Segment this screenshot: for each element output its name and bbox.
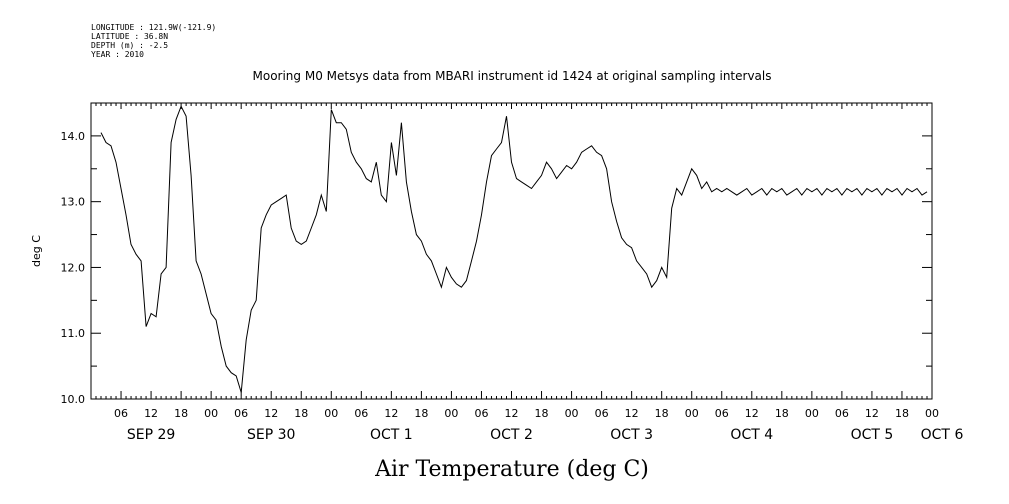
x-hour-label: 00: [444, 407, 458, 420]
x-hour-label: 12: [745, 407, 759, 420]
x-hour-label: 18: [535, 407, 549, 420]
x-day-label: SEP 30: [247, 427, 295, 443]
y-tick-label: 12.0: [61, 261, 86, 274]
x-hour-label: 00: [685, 407, 699, 420]
x-axis-label: Air Temperature (deg C): [374, 457, 649, 482]
x-day-label: OCT 5: [851, 427, 894, 443]
x-hour-label: 06: [595, 407, 609, 420]
chart-title: Mooring M0 Metsys data from MBARI instru…: [253, 69, 772, 83]
y-axis-label: deg C: [30, 235, 43, 267]
y-tick-label: 10.0: [61, 393, 86, 406]
x-hour-label: 12: [865, 407, 879, 420]
x-hour-label: 18: [294, 407, 308, 420]
year-text: YEAR : 2010: [91, 50, 144, 59]
x-hour-label: 06: [234, 407, 248, 420]
latitude-text: LATITUDE : 36.8N: [91, 32, 168, 41]
air-temperature-series-line: [100, 105, 928, 393]
depth-text: DEPTH (m) : -2.5: [91, 41, 168, 50]
x-hour-label: 00: [805, 407, 819, 420]
x-day-label: OCT 6: [921, 427, 964, 443]
longitude-text: LONGITUDE : 121.9W(-121.9): [91, 23, 216, 32]
x-hour-label: 06: [715, 407, 729, 420]
x-day-label: SEP 29: [127, 427, 175, 443]
x-hour-label: 12: [264, 407, 278, 420]
y-axis: 10.0 11.0 12.0 13.0 14.0: [61, 102, 932, 406]
series-layer: [100, 105, 928, 393]
x-hour-label: 12: [384, 407, 398, 420]
x-day-label: OCT 1: [370, 427, 413, 443]
x-axis: 06 12 18 00 06 12 18 00 06 12 18 00 06 12 18 00 06 12 18 00…: [90, 103, 964, 443]
x-hour-label: 18: [414, 407, 428, 420]
x-hour-label: 12: [144, 407, 158, 420]
x-hour-label: 18: [895, 407, 909, 420]
x-hour-label: 06: [474, 407, 488, 420]
y-tick-label: 14.0: [61, 130, 86, 143]
metadata-block: LONGITUDE : 121.9W(-121.9) LATITUDE : 36…: [91, 23, 216, 59]
x-day-label: OCT 4: [730, 427, 773, 443]
x-hour-label: 06: [354, 407, 368, 420]
x-hour-label: 12: [625, 407, 639, 420]
y-tick-label: 13.0: [61, 196, 86, 209]
x-hour-label: 06: [835, 407, 849, 420]
y-tick-label: 11.0: [61, 327, 86, 340]
x-hour-label: 00: [565, 407, 579, 420]
x-hour-label: 00: [925, 407, 939, 420]
x-hour-label: 18: [775, 407, 789, 420]
x-hour-label: 18: [174, 407, 188, 420]
x-hour-label: 00: [204, 407, 218, 420]
x-day-label: OCT 3: [610, 427, 653, 443]
x-hour-label: 00: [324, 407, 338, 420]
x-day-label: OCT 2: [490, 427, 533, 443]
plot-frame: [90, 102, 933, 400]
x-hour-label: 18: [655, 407, 669, 420]
x-hour-label: 06: [114, 407, 128, 420]
x-hour-label: 12: [505, 407, 519, 420]
